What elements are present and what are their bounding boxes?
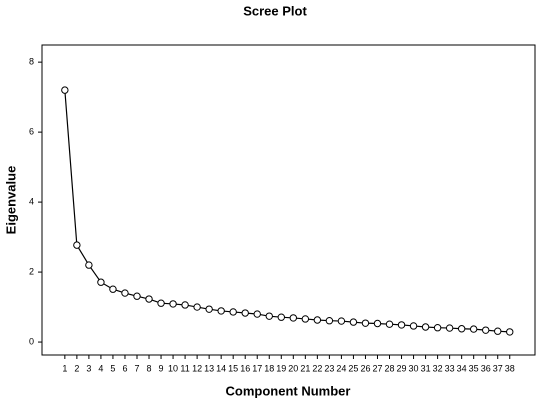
x-tick-label: 22 [312, 363, 322, 373]
point [325, 317, 334, 325]
point [145, 295, 153, 303]
x-tick-label: 8 [147, 363, 152, 373]
x-tick-label: 12 [192, 363, 202, 373]
point [469, 325, 478, 333]
point [265, 312, 273, 320]
point [109, 285, 117, 293]
point [121, 289, 129, 297]
chart-title: Scree Plot [243, 3, 307, 18]
x-tick-label: 28 [384, 363, 394, 373]
point [349, 318, 358, 326]
x-tick-label: 19 [276, 363, 286, 373]
plot-area [41, 44, 536, 356]
x-tick-label: 5 [110, 363, 115, 373]
point [421, 323, 430, 331]
x-tick-label: 23 [324, 363, 334, 373]
point [73, 241, 81, 249]
point [229, 308, 237, 316]
x-tick-label: 27 [372, 363, 382, 373]
x-tick-label: 16 [240, 363, 250, 373]
x-tick-label: 7 [134, 363, 139, 373]
x-tick-label: 33 [445, 363, 455, 373]
x-tick-label: 34 [457, 363, 467, 373]
point [61, 86, 69, 94]
point [337, 317, 346, 325]
y-tick-label: 6 [29, 126, 34, 136]
x-tick-label: 10 [168, 363, 178, 373]
point [253, 310, 261, 318]
x-tick-label: 13 [204, 363, 214, 373]
point [205, 305, 213, 313]
x-tick-label: 14 [216, 363, 226, 373]
x-tick-label: 24 [336, 363, 346, 373]
y-axis-label: Eigenvalue [3, 166, 18, 235]
point [301, 315, 310, 323]
x-tick-label: 26 [360, 363, 370, 373]
point [457, 325, 466, 333]
x-tick-label: 6 [122, 363, 127, 373]
point [385, 320, 394, 328]
point [289, 314, 298, 322]
x-tick-label: 11 [180, 363, 189, 373]
point [241, 309, 249, 317]
point [85, 261, 93, 269]
x-tick-label: 36 [481, 363, 491, 373]
point [133, 292, 141, 300]
x-tick-label: 3 [86, 363, 91, 373]
x-tick-label: 31 [421, 363, 431, 373]
x-tick-label: 35 [469, 363, 479, 373]
x-tick-label: 18 [264, 363, 274, 373]
y-tick-label: 4 [29, 196, 34, 206]
x-tick-label: 4 [98, 363, 103, 373]
point [97, 278, 105, 286]
x-tick-label: 1 [62, 363, 67, 373]
point [277, 313, 285, 321]
x-tick-label: 9 [159, 363, 164, 373]
x-tick-label: 25 [348, 363, 358, 373]
x-tick-label: 17 [252, 363, 262, 373]
point [433, 324, 442, 332]
x-tick-label: 21 [300, 363, 310, 373]
x-axis-label: Component Number [226, 383, 351, 398]
point [217, 307, 225, 315]
point [313, 316, 322, 324]
y-tick-label: 2 [29, 266, 34, 276]
x-tick-label: 32 [433, 363, 443, 373]
point [445, 324, 454, 332]
x-tick-label: 30 [409, 363, 419, 373]
point [397, 321, 406, 329]
point [494, 327, 502, 335]
y-tick-label: 8 [29, 57, 34, 67]
point [181, 301, 189, 309]
point [193, 303, 201, 311]
x-tick-label: 15 [228, 363, 238, 373]
point [373, 319, 382, 328]
x-tick-label: 37 [493, 363, 503, 373]
y-tick-label: 0 [29, 336, 34, 346]
point [506, 328, 514, 336]
point [361, 319, 370, 327]
x-tick-label: 29 [397, 363, 407, 373]
x-tick-label: 20 [288, 363, 298, 373]
point [157, 299, 165, 307]
point [482, 326, 490, 334]
x-tick-label: 2 [74, 363, 79, 373]
point [409, 322, 418, 330]
x-tick-label: 38 [505, 363, 515, 373]
point [169, 300, 177, 308]
